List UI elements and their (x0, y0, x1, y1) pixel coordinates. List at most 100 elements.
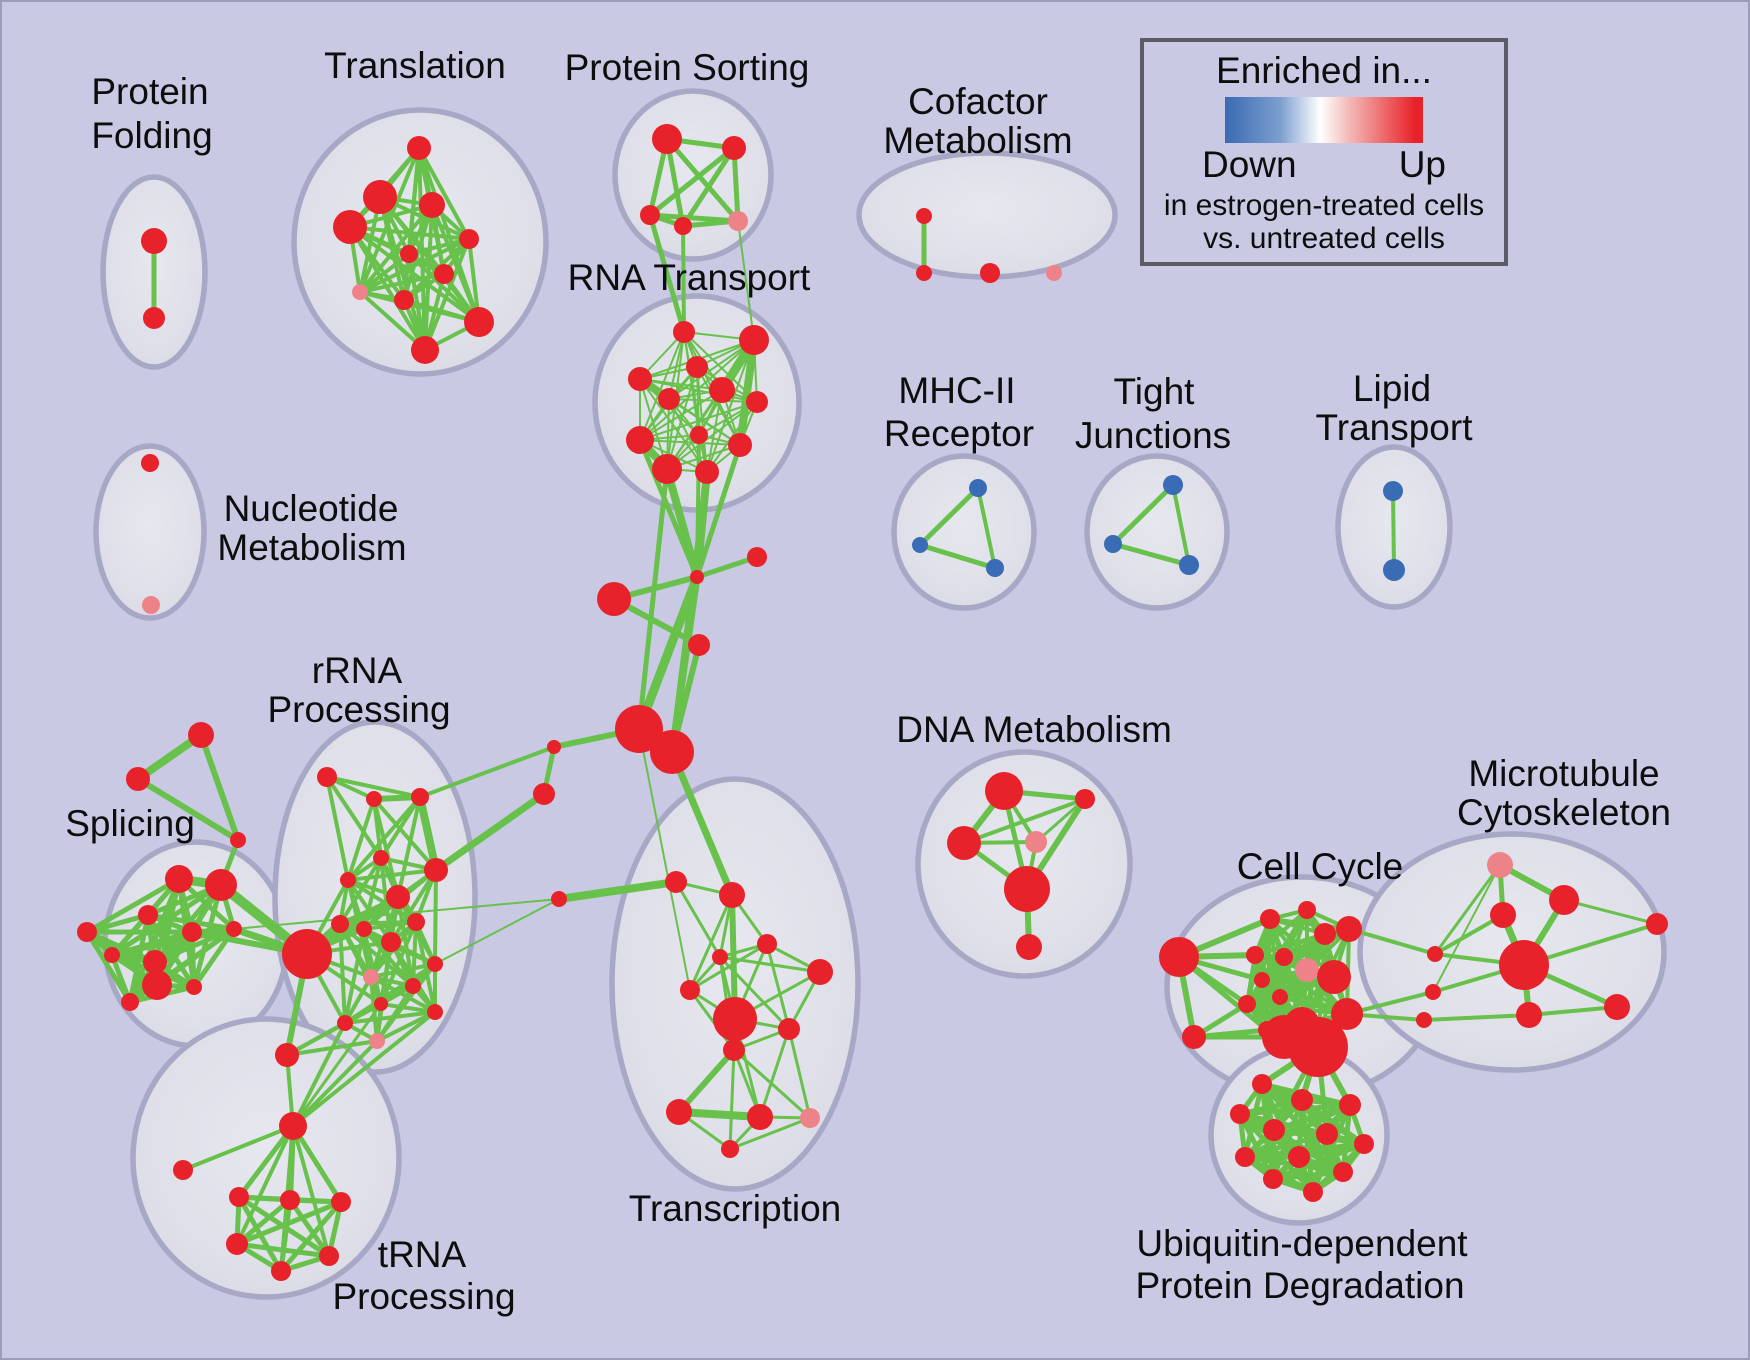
label-tight-junctions-line1: Tight (1114, 371, 1196, 412)
network-edge (639, 378, 708, 473)
label-mhc-ii-receptor-line2: Receptor (884, 413, 1034, 454)
label-cell-cycle: Cell Cycle (1237, 846, 1404, 887)
network-node-tn7 (271, 1261, 291, 1281)
network-node-mt2 (1549, 885, 1579, 915)
network-edge (181, 1124, 295, 1172)
network-node-rt11 (652, 454, 682, 484)
network-node-tx5 (807, 959, 833, 985)
network-edge (358, 252, 411, 294)
network-edge (379, 1002, 437, 1014)
network-node-dm6 (1016, 934, 1042, 960)
network-nodes (77, 124, 1668, 1281)
network-edge (325, 775, 383, 860)
network-node-mh3 (986, 559, 1004, 577)
network-edge (338, 856, 383, 926)
network-node-tr4 (333, 210, 367, 244)
network-node-tx11 (747, 1104, 773, 1130)
label-ubiquitin-degradation-line1: Ubiquitin-dependent (1136, 1223, 1468, 1264)
network-node-cy12 (1238, 995, 1256, 1013)
network-edge (291, 1039, 379, 1128)
label-splicing: Splicing (65, 803, 195, 844)
network-edge (555, 878, 680, 903)
network-edge (736, 336, 758, 449)
network-node-rt10 (728, 433, 752, 457)
network-edge (647, 145, 737, 218)
network-edge (291, 1010, 437, 1128)
network-edge (278, 1199, 344, 1274)
network-node-rr9 (356, 921, 372, 937)
network-node-tx1 (665, 871, 687, 893)
network-node-sp7 (104, 947, 120, 963)
network-node-tn8 (319, 1246, 339, 1266)
network-edge (1237, 1102, 1353, 1117)
label-tight-junctions-line2: Junctions (1075, 415, 1231, 456)
group-protein-sorting (612, 88, 774, 262)
network-node-mt3 (1490, 902, 1516, 928)
network-node-pf2 (143, 307, 165, 329)
network-edge (291, 1002, 383, 1128)
network-node-cy10 (1317, 960, 1351, 994)
network-node-lt1 (1383, 481, 1403, 501)
network-edge (145, 912, 237, 932)
network-edge (688, 893, 734, 992)
network-edge (346, 797, 376, 882)
network-edge (236, 1123, 296, 1200)
network-node-tr11 (411, 336, 439, 364)
network-node-cm2 (916, 265, 932, 281)
network-edge (375, 1010, 437, 1043)
network-edge (233, 898, 560, 930)
network-node-ub6 (1316, 1123, 1338, 1145)
network-node-cy5 (1314, 923, 1336, 945)
network-node-tn4 (280, 1190, 300, 1210)
network-node-sp2 (205, 869, 237, 901)
network-edge (737, 220, 755, 341)
network-node-cy3 (1260, 909, 1280, 929)
group-cofactor-metabolism (856, 150, 1118, 280)
network-edge (765, 942, 791, 1031)
network-node-rr20 (275, 1043, 299, 1067)
network-node-cy7 (1246, 946, 1264, 964)
network-node-ub10 (1333, 1162, 1353, 1182)
network-node-rr4 (373, 850, 389, 866)
network-node-tj1 (1163, 475, 1183, 495)
network-node-tr8 (352, 284, 368, 300)
legend-up-label: Up (1398, 144, 1446, 185)
label-rrna-processing-line2: Processing (267, 689, 450, 730)
network-edge (375, 962, 437, 1043)
network-node-rt1 (673, 321, 695, 343)
network-node-tr7 (434, 264, 454, 284)
network-edge (235, 1124, 295, 1246)
network-edge (416, 793, 440, 874)
network-node-mt6 (1516, 1002, 1542, 1028)
network-node-mt5 (1604, 994, 1630, 1020)
network-node-tn2 (173, 1160, 193, 1180)
network-node-tx12 (800, 1108, 820, 1128)
network-node-cc9 (551, 891, 567, 907)
label-trna-processing-line2: Processing (332, 1276, 515, 1317)
label-rna-transport: RNA Transport (568, 257, 811, 298)
network-node-mt1 (1487, 852, 1513, 878)
network-node-dm2 (1075, 789, 1095, 809)
network-node-rr17 (337, 1015, 353, 1031)
network-edge (84, 929, 133, 1005)
network-node-rr12 (282, 929, 332, 979)
network-node-rt8 (626, 426, 654, 454)
network-node-rt7 (746, 391, 768, 413)
network-edge (1432, 864, 1501, 993)
network-edge (198, 732, 241, 843)
network-node-tri2 (126, 767, 150, 791)
network-edge (668, 398, 741, 446)
legend-end-labels: Down Up (1202, 144, 1446, 186)
network-node-cc5 (615, 705, 663, 753)
network-node-rt5 (658, 388, 680, 410)
network-edge (343, 1010, 437, 1025)
network-node-tx7 (713, 997, 757, 1041)
network-node-tr9 (394, 290, 414, 310)
network-node-dm1 (985, 772, 1023, 810)
network-node-ps4 (674, 217, 692, 235)
network-edge (1347, 927, 1437, 956)
label-nucleotide-metabolism-line2: Metabolism (217, 527, 406, 568)
network-edge (694, 442, 743, 580)
network-node-cy9 (1295, 958, 1319, 982)
